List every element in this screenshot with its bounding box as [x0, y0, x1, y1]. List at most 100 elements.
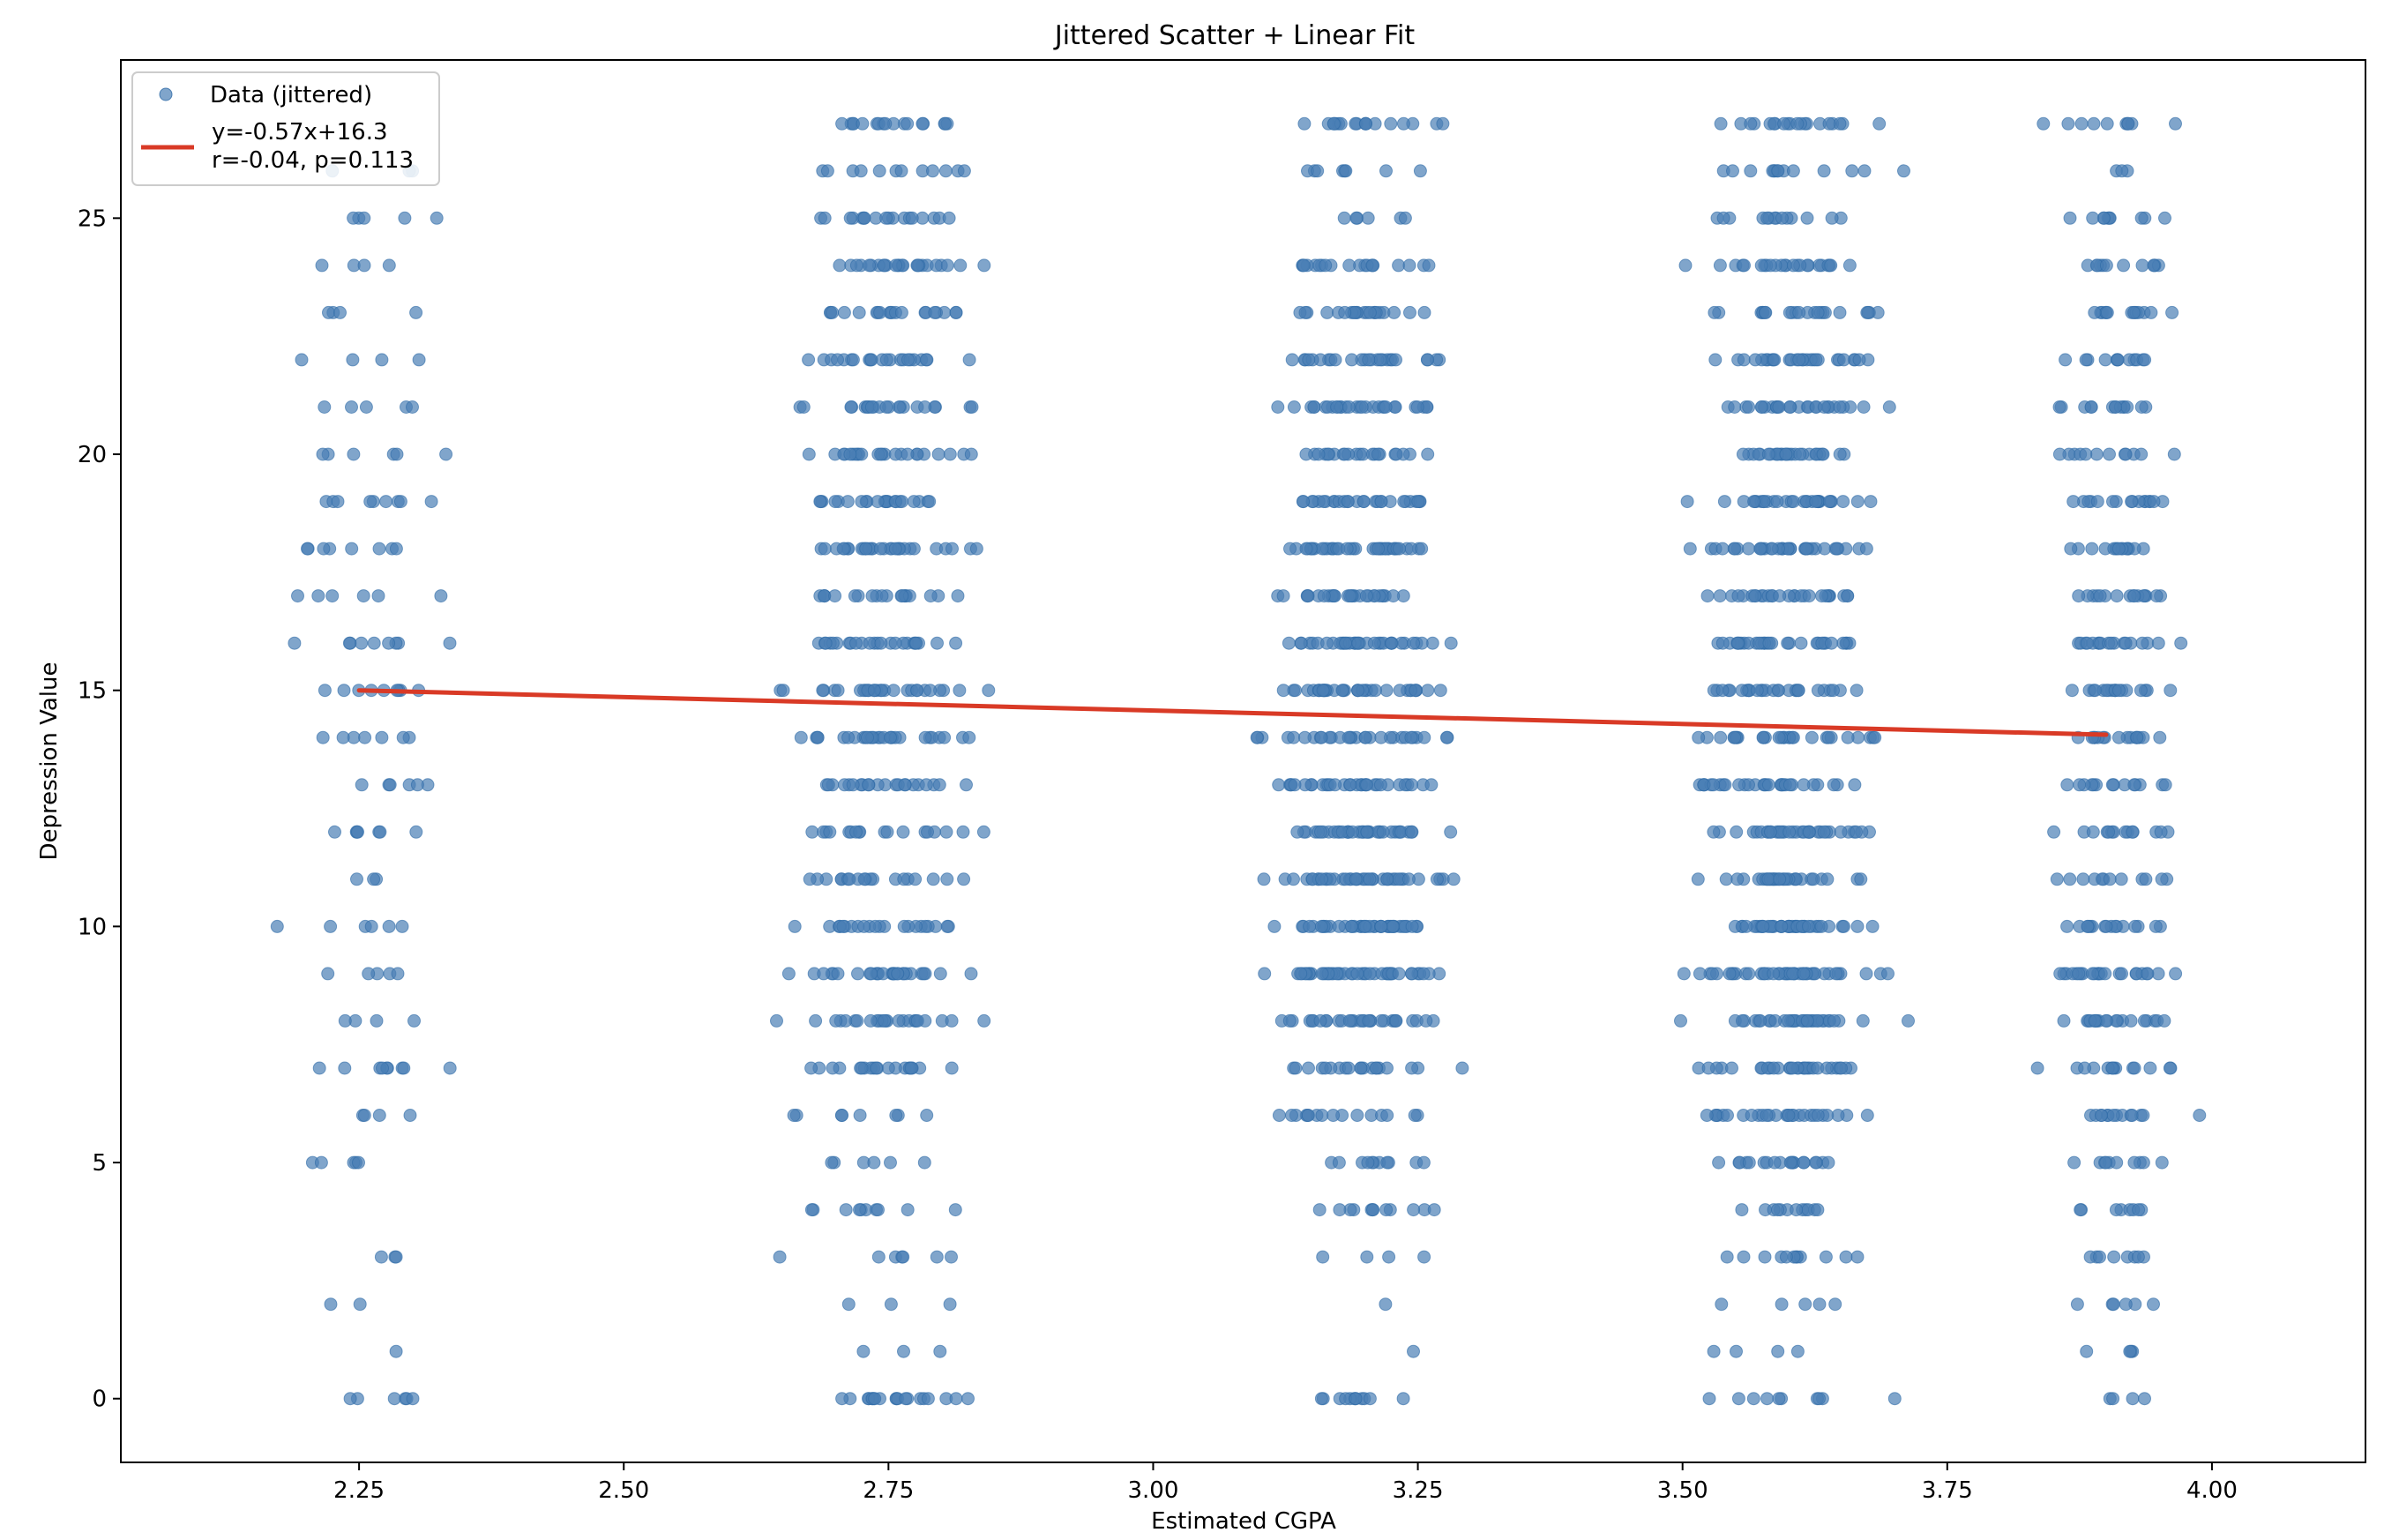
data-point [901, 116, 915, 131]
data-point [1731, 589, 1745, 603]
data-point [1393, 542, 1406, 556]
data-point [2109, 1203, 2123, 1217]
data-point [2059, 353, 2073, 367]
data-point [2106, 495, 2119, 509]
data-point [1773, 589, 1787, 603]
data-point [1339, 164, 1353, 178]
data-point [1760, 211, 1775, 225]
data-point [1408, 1109, 1422, 1122]
data-point [2120, 400, 2134, 414]
data-point [897, 1344, 910, 1358]
data-point [962, 730, 976, 744]
data-point [1800, 211, 1814, 225]
data-point [375, 353, 389, 367]
data-point [1827, 684, 1840, 698]
data-point [2074, 116, 2089, 131]
data-point [788, 919, 802, 933]
data-point [2129, 967, 2143, 981]
data-point [1775, 1297, 1789, 1312]
data-point [1793, 447, 1807, 461]
data-point [2117, 258, 2131, 273]
data-point [1833, 400, 1847, 414]
data-point [1719, 872, 1733, 886]
data-point [2052, 447, 2066, 461]
data-point [1771, 1203, 1784, 1217]
data-point [873, 542, 887, 556]
data-point [1723, 967, 1737, 981]
data-point [868, 919, 882, 933]
data-point [1902, 1013, 1915, 1028]
data-point [831, 967, 845, 981]
data-point [1713, 258, 1727, 273]
data-point [2088, 1013, 2102, 1028]
data-point [1820, 1061, 1834, 1075]
data-point [1728, 400, 1742, 414]
data-point [2098, 353, 2112, 367]
data-point [410, 778, 424, 792]
data-point [901, 1203, 915, 1217]
x-tick-label: 3.00 [1128, 1477, 1179, 1504]
data-point [841, 1297, 856, 1312]
data-point [1731, 636, 1745, 650]
data-point [1836, 636, 1850, 650]
data-point [1839, 1250, 1853, 1264]
data-point [1342, 400, 1356, 414]
data-point [1366, 1203, 1379, 1217]
data-point [930, 1250, 944, 1264]
data-point [389, 1250, 403, 1264]
data-point [1316, 1250, 1330, 1264]
data-point [1850, 1250, 1865, 1264]
data-point [1783, 1155, 1797, 1170]
data-point [2064, 542, 2078, 556]
data-point [1747, 495, 1761, 509]
data-point [1825, 211, 1839, 225]
data-point [1379, 1203, 1394, 1217]
data-point [923, 684, 938, 698]
data-point [316, 730, 330, 744]
data-point [1864, 495, 1878, 509]
data-point [1714, 116, 1728, 131]
data-point [1785, 1061, 1799, 1075]
data-point [1817, 400, 1831, 414]
data-point [1773, 872, 1787, 886]
data-point [859, 542, 873, 556]
data-point [849, 258, 863, 273]
data-point [809, 1013, 823, 1028]
data-point [1728, 919, 1742, 933]
data-point [1814, 919, 1828, 933]
data-point [1811, 305, 1825, 319]
data-point [1760, 1109, 1774, 1122]
data-point [1822, 116, 1836, 131]
data-point [324, 919, 338, 933]
data-point [395, 919, 409, 933]
data-point [2089, 447, 2104, 461]
data-point [2067, 1155, 2081, 1170]
data-point [1333, 1203, 1347, 1217]
data-point [1683, 542, 1697, 556]
data-point [338, 1013, 352, 1028]
data-point [1402, 258, 1416, 273]
data-point [1362, 353, 1376, 367]
data-point [855, 1061, 869, 1075]
data-point [949, 636, 963, 650]
data-point [1820, 872, 1835, 886]
data-point [1297, 116, 1312, 131]
data-point [407, 1013, 421, 1028]
data-point [940, 872, 954, 886]
data-point [1335, 684, 1349, 698]
legend-label-data: Data (jittered) [210, 82, 372, 108]
data-point [1397, 495, 1411, 509]
data-point [367, 872, 381, 886]
data-point [823, 825, 837, 839]
data-point [1758, 1250, 1772, 1264]
data-point [1319, 1061, 1333, 1075]
data-point [1290, 825, 1304, 839]
data-point [1315, 542, 1329, 556]
data-point [1417, 305, 1431, 319]
data-point [1744, 164, 1758, 178]
data-point [1404, 825, 1418, 839]
data-point [1802, 825, 1816, 839]
data-point [1730, 825, 1744, 839]
data-point [1812, 1297, 1827, 1312]
data-point [1285, 1109, 1298, 1122]
